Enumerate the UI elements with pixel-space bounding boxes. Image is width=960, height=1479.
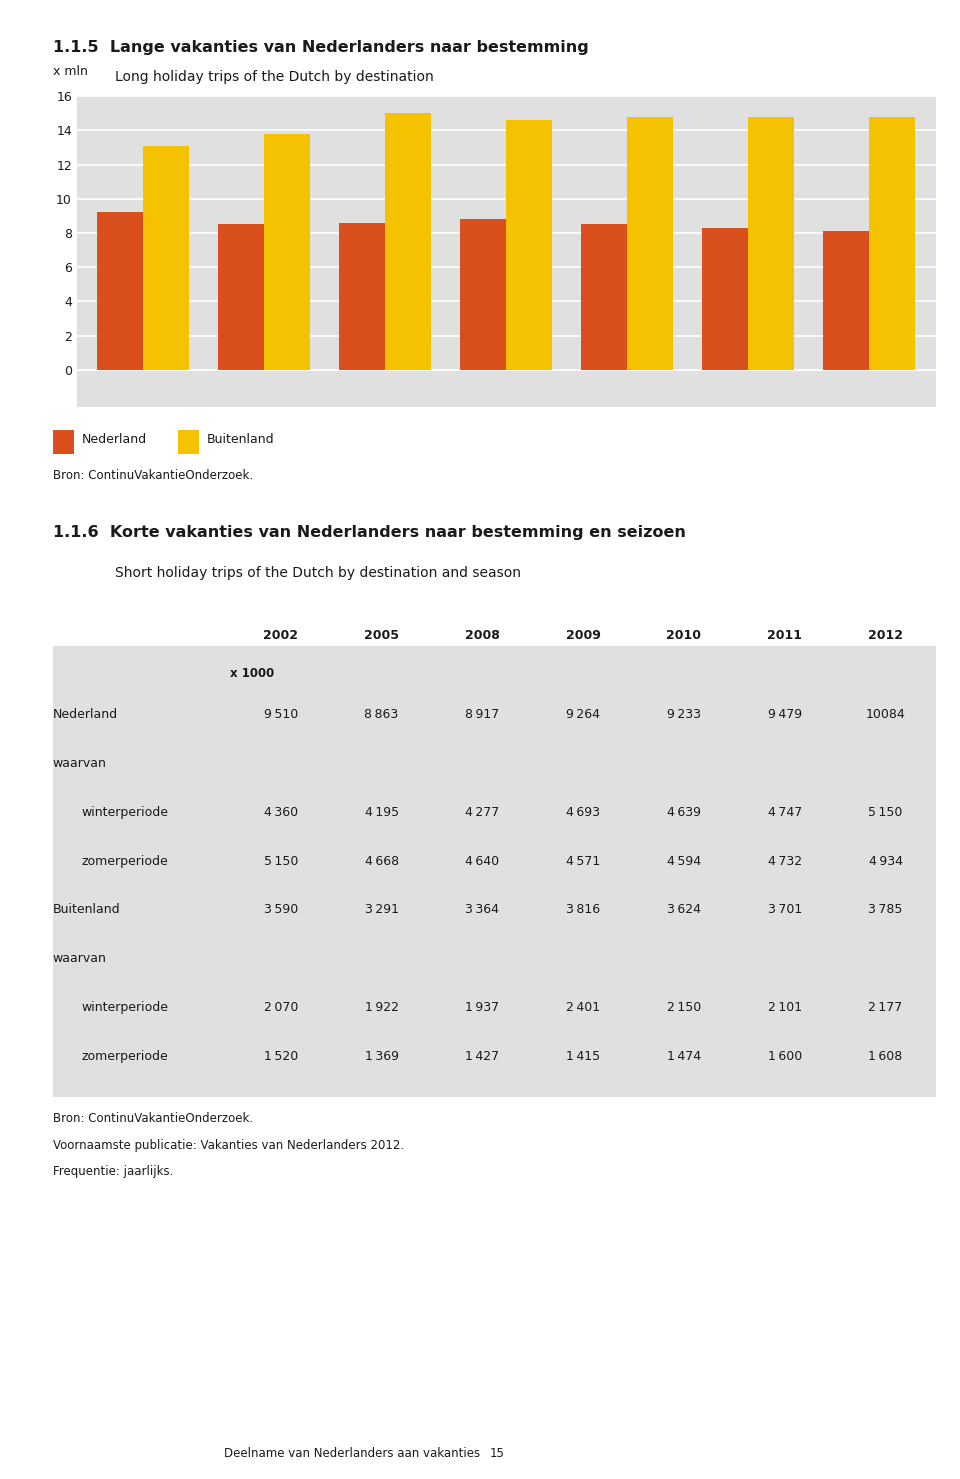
- Text: Short holiday trips of the Dutch by destination and season: Short holiday trips of the Dutch by dest…: [115, 566, 521, 580]
- Text: 2002: 2002: [263, 629, 299, 642]
- Text: 1 474: 1 474: [667, 1050, 701, 1063]
- Text: 1.1.6  Korte vakanties van Nederlanders naar bestemming en seizoen: 1.1.6 Korte vakanties van Nederlanders n…: [53, 525, 685, 540]
- Text: 1 608: 1 608: [869, 1050, 902, 1063]
- Text: 1 520: 1 520: [264, 1050, 298, 1063]
- Text: 2 150: 2 150: [667, 1001, 701, 1015]
- Text: 1 922: 1 922: [365, 1001, 398, 1015]
- Text: 2008: 2008: [465, 629, 500, 642]
- Text: 4 934: 4 934: [869, 855, 902, 868]
- Bar: [582, 225, 628, 370]
- Text: 15: 15: [490, 1446, 504, 1460]
- Text: 4 571: 4 571: [566, 855, 600, 868]
- Text: 2011: 2011: [767, 629, 803, 642]
- Text: 4 668: 4 668: [365, 855, 398, 868]
- Text: waarvan: waarvan: [53, 757, 107, 771]
- Bar: [385, 114, 431, 370]
- Text: 10084: 10084: [866, 708, 905, 722]
- Text: 4 639: 4 639: [667, 806, 701, 819]
- Text: waarvan: waarvan: [53, 952, 107, 966]
- Text: 8 863: 8 863: [365, 708, 398, 722]
- Text: 1 415: 1 415: [566, 1050, 600, 1063]
- Text: 3 590: 3 590: [264, 904, 298, 917]
- Text: 2012: 2012: [868, 629, 903, 642]
- Bar: [461, 219, 507, 370]
- Text: 3 624: 3 624: [667, 904, 701, 917]
- Text: 1 369: 1 369: [365, 1050, 398, 1063]
- Text: Nederland: Nederland: [82, 433, 147, 445]
- Text: Bron: ContinuVakantieOnderzoek.: Bron: ContinuVakantieOnderzoek.: [53, 469, 252, 482]
- Text: 3 364: 3 364: [466, 904, 499, 917]
- Text: Buitenland: Buitenland: [206, 433, 274, 445]
- Text: 3 785: 3 785: [869, 904, 902, 917]
- Bar: [264, 133, 310, 370]
- Text: x 1000: x 1000: [230, 667, 275, 680]
- Text: Deelname van Nederlanders aan vakanties: Deelname van Nederlanders aan vakanties: [224, 1446, 480, 1460]
- Text: 4 594: 4 594: [667, 855, 701, 868]
- Bar: [870, 117, 916, 370]
- Bar: [507, 120, 552, 370]
- Text: 4 640: 4 640: [466, 855, 499, 868]
- Text: 9 479: 9 479: [768, 708, 802, 722]
- Text: 2 070: 2 070: [264, 1001, 298, 1015]
- Text: 1 937: 1 937: [466, 1001, 499, 1015]
- Text: 2 177: 2 177: [869, 1001, 902, 1015]
- Text: Long holiday trips of the Dutch by destination: Long holiday trips of the Dutch by desti…: [115, 70, 434, 83]
- Text: 4 360: 4 360: [264, 806, 298, 819]
- Text: winterperiode: winterperiode: [82, 1001, 169, 1015]
- Bar: [143, 146, 189, 370]
- Text: 2009: 2009: [565, 629, 601, 642]
- Text: 4 747: 4 747: [768, 806, 802, 819]
- Text: 9 264: 9 264: [566, 708, 600, 722]
- Text: Voornaamste publicatie: Vakanties van Nederlanders 2012.: Voornaamste publicatie: Vakanties van Ne…: [53, 1139, 404, 1152]
- Text: 2005: 2005: [364, 629, 399, 642]
- Text: 5 150: 5 150: [264, 855, 298, 868]
- Text: zomerperiode: zomerperiode: [82, 1050, 168, 1063]
- Bar: [703, 228, 749, 370]
- Text: 4 277: 4 277: [466, 806, 499, 819]
- Text: 3 291: 3 291: [365, 904, 398, 917]
- Text: 1 427: 1 427: [466, 1050, 499, 1063]
- Text: 4 732: 4 732: [768, 855, 802, 868]
- Text: 5 150: 5 150: [869, 806, 902, 819]
- Text: 8 917: 8 917: [466, 708, 499, 722]
- Text: 3 701: 3 701: [768, 904, 802, 917]
- Bar: [97, 213, 143, 370]
- Text: Bron: ContinuVakantieOnderzoek.: Bron: ContinuVakantieOnderzoek.: [53, 1112, 252, 1126]
- Text: 2 101: 2 101: [768, 1001, 802, 1015]
- Bar: [340, 223, 385, 370]
- Bar: [824, 231, 870, 370]
- Text: 1.1.5  Lange vakanties van Nederlanders naar bestemming: 1.1.5 Lange vakanties van Nederlanders n…: [53, 40, 588, 55]
- Text: Nederland: Nederland: [53, 708, 118, 722]
- Bar: [749, 117, 795, 370]
- Text: 1 600: 1 600: [768, 1050, 802, 1063]
- Text: 9 233: 9 233: [667, 708, 701, 722]
- Text: x mln: x mln: [53, 65, 87, 78]
- Text: 4 693: 4 693: [566, 806, 600, 819]
- Text: Frequentie: jaarlijks.: Frequentie: jaarlijks.: [53, 1165, 173, 1179]
- Text: 2 401: 2 401: [566, 1001, 600, 1015]
- Text: zomerperiode: zomerperiode: [82, 855, 168, 868]
- Text: 3 816: 3 816: [566, 904, 600, 917]
- Text: 4 195: 4 195: [365, 806, 398, 819]
- Text: winterperiode: winterperiode: [82, 806, 169, 819]
- Text: 9 510: 9 510: [264, 708, 298, 722]
- Bar: [218, 225, 264, 370]
- Text: Buitenland: Buitenland: [53, 904, 120, 917]
- Bar: [628, 117, 673, 370]
- Text: 2010: 2010: [666, 629, 702, 642]
